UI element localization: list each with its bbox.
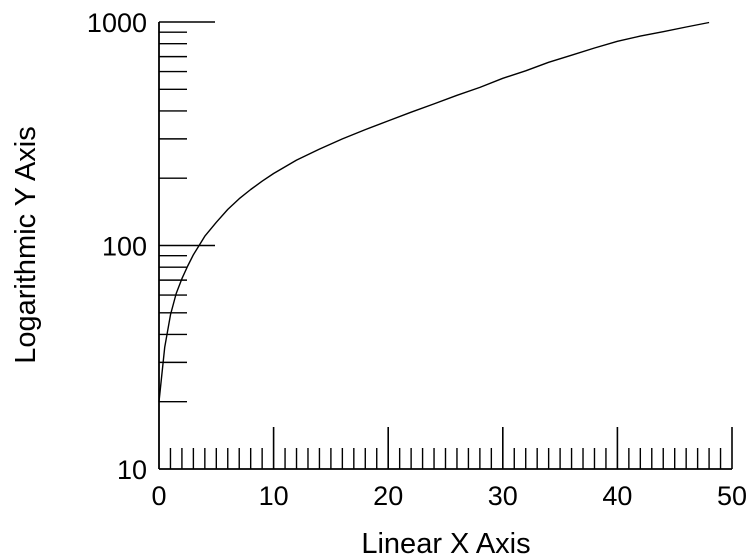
series-line-0 <box>158 21 710 402</box>
y-tick-label: 100 <box>102 232 147 262</box>
x-tick-label: 0 <box>151 481 166 511</box>
x-axis-title: Linear X Axis <box>361 528 530 559</box>
axes <box>158 21 733 470</box>
series-layer <box>158 21 710 402</box>
x-tick-label: 50 <box>717 481 747 511</box>
y-tick-label: 10 <box>117 455 147 485</box>
x-tick-label: 30 <box>488 481 518 511</box>
y-tick-label: 1000 <box>87 8 147 38</box>
x-tick-label: 20 <box>373 481 403 511</box>
x-tick-label: 10 <box>259 481 289 511</box>
x-tick-label: 40 <box>602 481 632 511</box>
y-axis-title: Logarithmic Y Axis <box>10 126 42 364</box>
